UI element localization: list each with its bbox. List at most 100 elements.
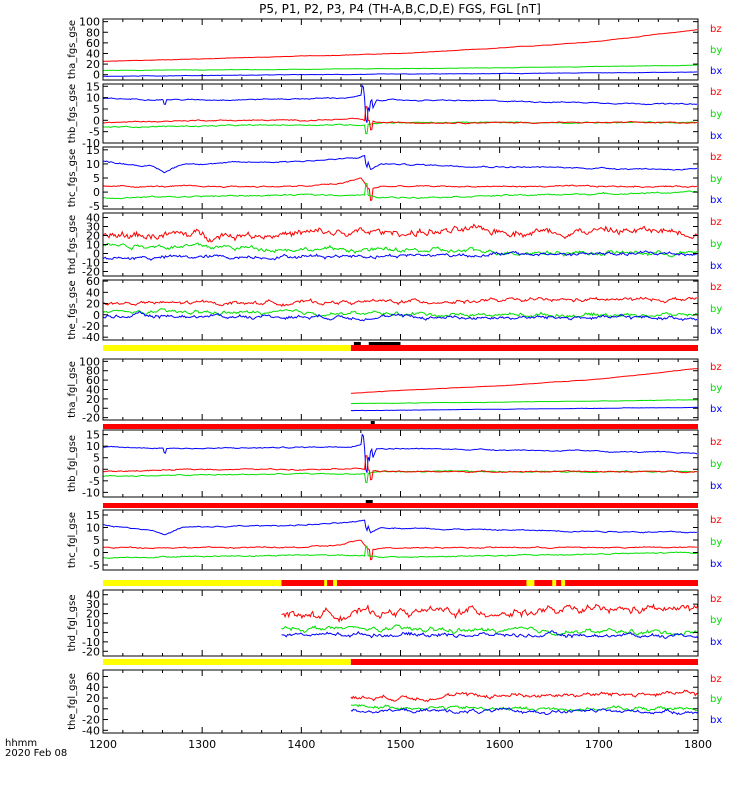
y-tick-label: 100 xyxy=(79,16,100,29)
y-axis-label: thc_fgl_gse xyxy=(67,512,78,568)
legend-bx: bx xyxy=(710,559,722,570)
legend: bz by bx xyxy=(710,87,722,142)
mode-segment-red xyxy=(103,424,698,429)
series-by-line xyxy=(103,469,698,483)
y-tick-label: 40 xyxy=(86,47,100,60)
series-bz-line xyxy=(103,455,698,481)
series-bz-line xyxy=(103,223,698,243)
legend-bx: bx xyxy=(710,715,722,726)
x-tick-label: 1600 xyxy=(486,738,514,751)
y-tick-label: 15 xyxy=(86,429,100,442)
mode-segment-yellow xyxy=(526,580,535,586)
mode-segment-red xyxy=(350,659,698,665)
panel-frame xyxy=(102,83,699,144)
series-bx-line xyxy=(103,154,698,174)
legend-bz: bz xyxy=(710,515,722,526)
legend: bz by bx xyxy=(710,437,722,492)
panel-frame xyxy=(102,18,699,81)
y-tick-label: 0 xyxy=(93,69,100,82)
y-axis-label: tha_fgl_gse xyxy=(67,361,78,418)
legend-bz: bz xyxy=(710,24,722,35)
y-tick-label: 60 xyxy=(86,275,100,288)
mode-mark xyxy=(370,421,375,424)
legend-by: by xyxy=(710,109,722,120)
legend-bz: bz xyxy=(710,282,722,293)
y-tick-label: 40 xyxy=(86,384,100,397)
series-bx-line xyxy=(103,84,698,123)
y-tick-label: 30 xyxy=(86,598,100,611)
y-tick-label: 0 xyxy=(93,186,100,199)
panel-frame xyxy=(102,429,699,498)
x-tick-label: 1400 xyxy=(287,738,315,751)
x-tick-label: 1700 xyxy=(585,738,613,751)
legend-by: by xyxy=(710,239,722,250)
series-bz-line xyxy=(103,539,698,561)
legend-bz: bz xyxy=(710,594,722,605)
y-tick-label: -20 xyxy=(82,714,100,727)
mode-segment-yellow xyxy=(561,580,566,586)
legend-bz: bz xyxy=(710,362,722,373)
mode-segment-yellow xyxy=(324,580,328,586)
legend-by: by xyxy=(710,537,722,548)
y-tick-label: -40 xyxy=(82,724,100,737)
legend-by: by xyxy=(710,45,722,56)
y-tick-label: 0 xyxy=(93,309,100,322)
legend: bz by bx xyxy=(710,24,722,77)
date-label: 2020 Feb 08 xyxy=(5,748,67,759)
y-tick-label: -40 xyxy=(82,331,100,344)
y-tick-label: 60 xyxy=(86,374,100,387)
y-tick-label: 10 xyxy=(86,617,100,630)
y-tick-label: 40 xyxy=(86,681,100,694)
y-tick-label: 20 xyxy=(86,393,100,406)
y-tick-label: 0 xyxy=(93,248,100,261)
legend: bz by bx xyxy=(710,594,722,648)
mode-bar xyxy=(103,421,698,429)
y-tick-label: 5 xyxy=(93,534,100,547)
series-group xyxy=(350,368,698,412)
series-by-line xyxy=(103,121,698,135)
y-tick-label: -20 xyxy=(82,412,100,425)
series-group xyxy=(103,29,698,77)
y-tick-label: 60 xyxy=(86,37,100,50)
y-tick-label: 15 xyxy=(86,80,100,93)
series-group xyxy=(350,689,698,716)
series-by-line xyxy=(103,242,698,258)
series-bz-line xyxy=(350,689,698,703)
y-tick-label: 10 xyxy=(86,92,100,105)
mode-segment-yellow xyxy=(103,659,351,665)
y-tick-label: -10 xyxy=(82,486,100,499)
y-tick-label: 5 xyxy=(93,452,100,465)
y-tick-label: -5 xyxy=(89,126,100,139)
mode-mark xyxy=(353,342,361,345)
panel-frame xyxy=(102,589,699,657)
series-bx-line xyxy=(350,406,698,412)
y-tick-label: -10 xyxy=(82,137,100,150)
y-tick-label: 40 xyxy=(86,589,100,602)
series-group xyxy=(103,296,698,322)
legend-bx: bx xyxy=(710,404,722,415)
y-tick-label: 80 xyxy=(86,365,100,378)
series-bx-line xyxy=(103,433,698,473)
y-axis-label: tha_fgs_gse xyxy=(67,20,78,79)
legend: bz by bx xyxy=(710,282,722,337)
y-axis-label: the_fgs_gse xyxy=(67,280,78,339)
series-bz-line xyxy=(103,29,698,62)
legend-by: by xyxy=(710,615,722,626)
mode-bar xyxy=(103,500,698,508)
mode-segment-yellow xyxy=(333,580,338,586)
panel-frame xyxy=(102,212,699,277)
series-group xyxy=(103,84,698,135)
y-tick-label: 0 xyxy=(93,463,100,476)
y-tick-label: 10 xyxy=(86,239,100,252)
legend: bz by bx xyxy=(710,515,722,570)
panel-frame xyxy=(102,509,699,571)
legend-by: by xyxy=(710,694,722,705)
y-tick-label: -20 xyxy=(82,266,100,279)
mode-mark xyxy=(365,500,373,503)
time-unit-label: hhmm xyxy=(5,738,37,749)
y-tick-label: -5 xyxy=(89,475,100,488)
